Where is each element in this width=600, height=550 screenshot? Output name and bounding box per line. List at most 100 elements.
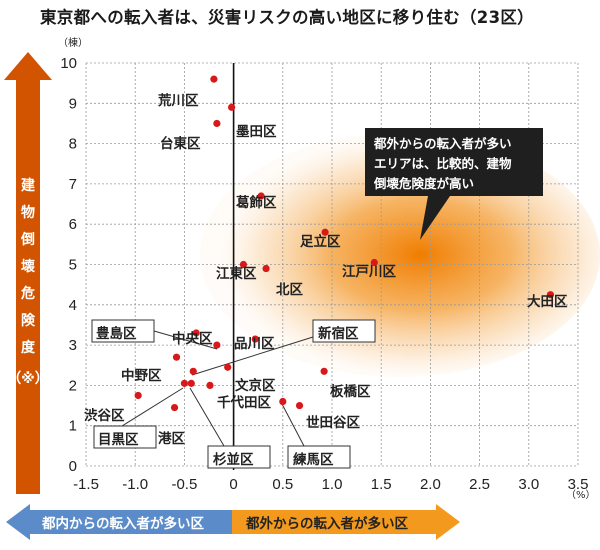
data-point bbox=[192, 329, 200, 337]
point-label: 中野区 bbox=[121, 367, 162, 384]
y-tick-label: 7 bbox=[69, 176, 77, 193]
x-tick-label: 1.0 bbox=[322, 476, 343, 493]
leader-line bbox=[191, 336, 314, 376]
x-axis-right-arrow: 都外からの転入者が多い区 bbox=[232, 504, 460, 540]
callout-box: 都外からの転入者が多い エリアは、比較的、建物 倒壊危険度が高い bbox=[365, 128, 543, 240]
y-unit: （棟） bbox=[58, 36, 88, 49]
x-tick-label: 0.5 bbox=[272, 476, 293, 493]
point-label-box bbox=[312, 319, 376, 343]
y-label-char: 度 bbox=[21, 339, 36, 356]
leader-line bbox=[189, 387, 225, 447]
point-label-box bbox=[93, 425, 157, 449]
leader-line bbox=[121, 387, 184, 427]
gridlines bbox=[85, 62, 579, 470]
point-label: 豊島区 bbox=[96, 325, 137, 342]
tick-labels: 0 1 2 3 4 5 6 7 8 9 10 -1.5 -1.0 -0.5 0 0.5 1.0 1.5 2.0 2.5… bbox=[60, 55, 588, 493]
x-tick-label: 1.5 bbox=[371, 476, 392, 493]
point-label: 荒川区 bbox=[157, 92, 199, 109]
point-label: 大田区 bbox=[527, 293, 568, 310]
y-tick-label: 5 bbox=[69, 257, 77, 274]
point-label: 渋谷区 bbox=[84, 407, 125, 424]
x-axis-right-label: 都外からの転入者が多い区 bbox=[245, 515, 408, 532]
point-label: 千代田区 bbox=[217, 394, 271, 411]
point-label: 杉並区 bbox=[213, 451, 254, 468]
data-point bbox=[279, 397, 287, 406]
point-label: 新宿区 bbox=[318, 325, 359, 342]
x-axis-left-label: 都内からの転入者が多い区 bbox=[41, 515, 204, 532]
data-point bbox=[213, 119, 221, 128]
x-axis-left-arrow: 都内からの転入者が多い区 bbox=[6, 504, 232, 540]
y-tick-label: 0 bbox=[69, 458, 77, 475]
data-point bbox=[321, 228, 329, 236]
data-point bbox=[134, 391, 142, 400]
data-point bbox=[180, 379, 188, 387]
x-tick-label: 2.5 bbox=[469, 476, 490, 493]
x-tick-label: 3.5 bbox=[568, 476, 589, 493]
data-point bbox=[320, 367, 328, 375]
point-label: 中央区 bbox=[172, 330, 213, 347]
data-point bbox=[370, 258, 378, 267]
data-point bbox=[172, 353, 181, 361]
point-label: 江東区 bbox=[216, 265, 257, 282]
x-tick-label: 3.0 bbox=[518, 476, 539, 493]
y-tick-label: 3 bbox=[69, 337, 77, 354]
data-point bbox=[546, 291, 555, 299]
callout-line-3: 倒壊危険度が高い bbox=[373, 176, 474, 191]
x-tick-label: -1.5 bbox=[73, 476, 99, 493]
data-point bbox=[187, 379, 195, 387]
point-label: 北区 bbox=[276, 282, 303, 298]
data-point bbox=[189, 367, 197, 375]
point-label: 世田谷区 bbox=[306, 414, 360, 431]
y-label-char: 建 bbox=[21, 177, 35, 194]
leader-line bbox=[153, 330, 218, 350]
callout-line-2: エリアは、比較的、建物 bbox=[374, 156, 512, 171]
y-label-char: 壊 bbox=[21, 258, 36, 275]
y-label-char: 物 bbox=[21, 204, 35, 221]
point-label: 品川区 bbox=[234, 336, 275, 352]
point-label: 葛飾区 bbox=[235, 194, 277, 211]
data-point bbox=[239, 260, 248, 269]
x-tick-label: -1.0 bbox=[122, 476, 148, 493]
point-label: 練馬区 bbox=[293, 451, 334, 468]
data-point bbox=[206, 381, 214, 389]
data-point bbox=[213, 341, 221, 349]
callout-line-1: 都外からの転入者が多い bbox=[373, 136, 512, 151]
y-tick-label: 9 bbox=[69, 95, 77, 112]
label-leader-lines bbox=[121, 330, 314, 447]
data-point bbox=[224, 363, 232, 371]
data-point bbox=[262, 264, 270, 273]
point-label-box bbox=[91, 319, 155, 343]
data-point bbox=[295, 401, 304, 410]
y-axis-label-arrow bbox=[4, 52, 52, 494]
point-label: 足立区 bbox=[300, 233, 341, 250]
point-label: 墨田区 bbox=[236, 124, 277, 140]
data-point bbox=[170, 403, 179, 412]
data-point bbox=[210, 75, 218, 83]
y-tick-label: 4 bbox=[69, 297, 77, 314]
leader-line bbox=[281, 403, 305, 447]
y-tick-label: 2 bbox=[69, 377, 77, 394]
point-label-box bbox=[287, 445, 351, 469]
y-label-char: 険 bbox=[21, 312, 36, 329]
point-label-box bbox=[207, 445, 271, 469]
point-label: 港区 bbox=[158, 430, 185, 447]
point-label: 台東区 bbox=[160, 135, 201, 152]
y-label-char: 危 bbox=[20, 285, 35, 302]
point-label: 江戸川区 bbox=[342, 263, 396, 280]
data-points bbox=[134, 75, 555, 412]
x-tick-label: 0 bbox=[229, 476, 237, 493]
y-label-char: 倒 bbox=[20, 231, 35, 248]
x-tick-label: -0.5 bbox=[171, 476, 197, 493]
y-tick-label: 1 bbox=[69, 418, 77, 435]
y-tick-label: 10 bbox=[60, 55, 77, 72]
point-label: 板橋区 bbox=[330, 383, 371, 400]
x-unit: （%） bbox=[566, 489, 596, 501]
point-label: 文京区 bbox=[235, 377, 276, 394]
chart-title: 東京都への転入者は、災害リスクの高い地区に移り住む（23区） bbox=[40, 8, 534, 27]
data-point bbox=[257, 192, 265, 200]
point-label: 目黒区 bbox=[98, 432, 139, 448]
x-tick-label: 2.0 bbox=[420, 476, 441, 493]
y-label-note: （※） bbox=[7, 371, 49, 387]
